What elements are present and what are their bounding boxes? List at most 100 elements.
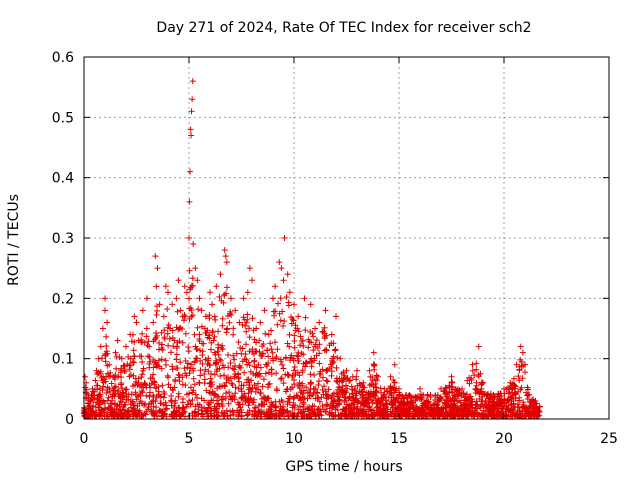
- data-point: [138, 374, 145, 381]
- data-point: [152, 409, 159, 416]
- data-point: [289, 410, 296, 417]
- data-point: [516, 363, 523, 370]
- data-point: [179, 396, 186, 403]
- data-point: [199, 348, 206, 355]
- data-point: [215, 351, 222, 358]
- data-point: [102, 307, 108, 314]
- data-point: [281, 235, 288, 241]
- data-point: [112, 349, 119, 356]
- data-point: [128, 391, 135, 398]
- data-point: [397, 407, 404, 414]
- data-point: [189, 96, 196, 103]
- data-point: [277, 358, 284, 365]
- data-point: [306, 413, 313, 420]
- data-point: [164, 324, 171, 331]
- data-point: [138, 353, 145, 360]
- data-point: [228, 380, 235, 387]
- data-point: [434, 401, 441, 408]
- data-point: [99, 325, 106, 332]
- data-point: [103, 343, 110, 350]
- data-point: [158, 400, 165, 407]
- data-point: [427, 394, 434, 401]
- data-point: [372, 380, 379, 387]
- data-point: [267, 340, 274, 347]
- data-point: [516, 377, 523, 384]
- data-point: [328, 395, 335, 402]
- data-point: [252, 411, 259, 418]
- data-point: [238, 382, 245, 389]
- data-point: [155, 391, 162, 398]
- data-point: [153, 404, 160, 411]
- data-point: [392, 410, 399, 417]
- data-point: [320, 383, 327, 390]
- data-point: [527, 411, 534, 418]
- data-point: [141, 380, 148, 387]
- data-point: [328, 331, 335, 338]
- data-point: [466, 380, 473, 387]
- data-point: [343, 367, 350, 374]
- data-point: [483, 412, 490, 419]
- data-point: [274, 321, 281, 328]
- data-point: [152, 253, 159, 260]
- data-point: [190, 241, 197, 248]
- data-point: [200, 340, 207, 347]
- data-point: [103, 389, 110, 396]
- data-point: [302, 314, 309, 321]
- data-point: [259, 350, 266, 357]
- data-point: [240, 295, 247, 302]
- data-point: [311, 355, 318, 362]
- data-point: [508, 386, 515, 393]
- data-point: [197, 372, 204, 379]
- data-point: [165, 289, 171, 296]
- data-point: [243, 328, 250, 335]
- data-point: [469, 367, 476, 374]
- data-point: [130, 372, 137, 379]
- data-point: [182, 330, 189, 337]
- data-point: [485, 391, 492, 398]
- data-point: [291, 394, 298, 401]
- x-tick-label: 10: [285, 431, 303, 447]
- data-point: [244, 361, 251, 368]
- data-point: [155, 346, 162, 353]
- data-point: [87, 412, 94, 419]
- data-point: [330, 340, 337, 347]
- data-point: [122, 368, 129, 375]
- data-point: [507, 393, 514, 400]
- data-point: [153, 361, 160, 368]
- data-point: [413, 403, 420, 410]
- data-point: [265, 353, 272, 360]
- data-point: [333, 313, 339, 320]
- data-point: [136, 407, 143, 414]
- data-point: [356, 382, 363, 389]
- data-point: [257, 319, 264, 326]
- data-point: [167, 397, 174, 404]
- data-point: [417, 385, 423, 392]
- data-point: [491, 411, 498, 418]
- data-point: [254, 372, 261, 379]
- data-point: [187, 126, 194, 133]
- data-point: [197, 367, 204, 374]
- data-point: [174, 339, 181, 346]
- data-point: [492, 402, 499, 409]
- data-point: [245, 379, 252, 386]
- data-point: [305, 344, 312, 351]
- data-point: [127, 371, 134, 378]
- data-point: [223, 326, 230, 333]
- data-point: [126, 373, 133, 380]
- data-point: [145, 338, 152, 345]
- data-point: [207, 390, 214, 397]
- data-point: [321, 324, 328, 331]
- data-point: [292, 327, 299, 334]
- data-point: [328, 372, 335, 379]
- data-point: [108, 406, 115, 413]
- data-point: [227, 375, 234, 382]
- data-point: [115, 373, 122, 380]
- data-point: [221, 409, 228, 416]
- data-point: [295, 328, 302, 335]
- data-point: [464, 377, 471, 384]
- data-point: [223, 259, 230, 266]
- data-point: [381, 409, 388, 416]
- data-point: [384, 412, 391, 419]
- data-point: [133, 319, 140, 326]
- data-point: [182, 313, 189, 320]
